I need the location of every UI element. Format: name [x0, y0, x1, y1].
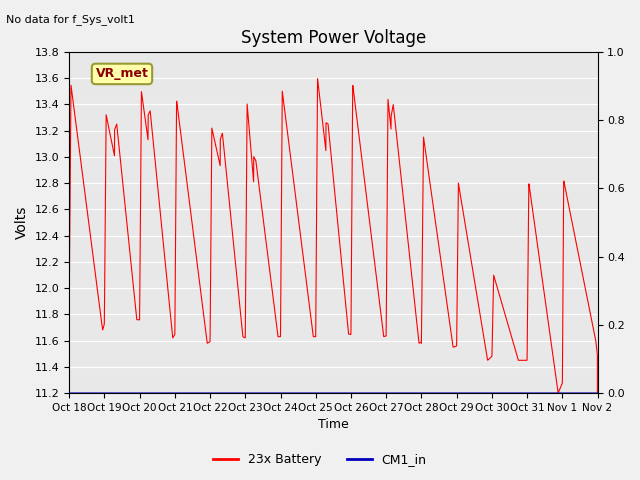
Legend: 23x Battery, CM1_in: 23x Battery, CM1_in [208, 448, 432, 471]
Text: VR_met: VR_met [95, 67, 148, 81]
X-axis label: Time: Time [318, 419, 349, 432]
Y-axis label: Volts: Volts [15, 206, 29, 239]
Text: No data for f_Sys_volt1: No data for f_Sys_volt1 [6, 14, 135, 25]
Title: System Power Voltage: System Power Voltage [241, 29, 426, 48]
